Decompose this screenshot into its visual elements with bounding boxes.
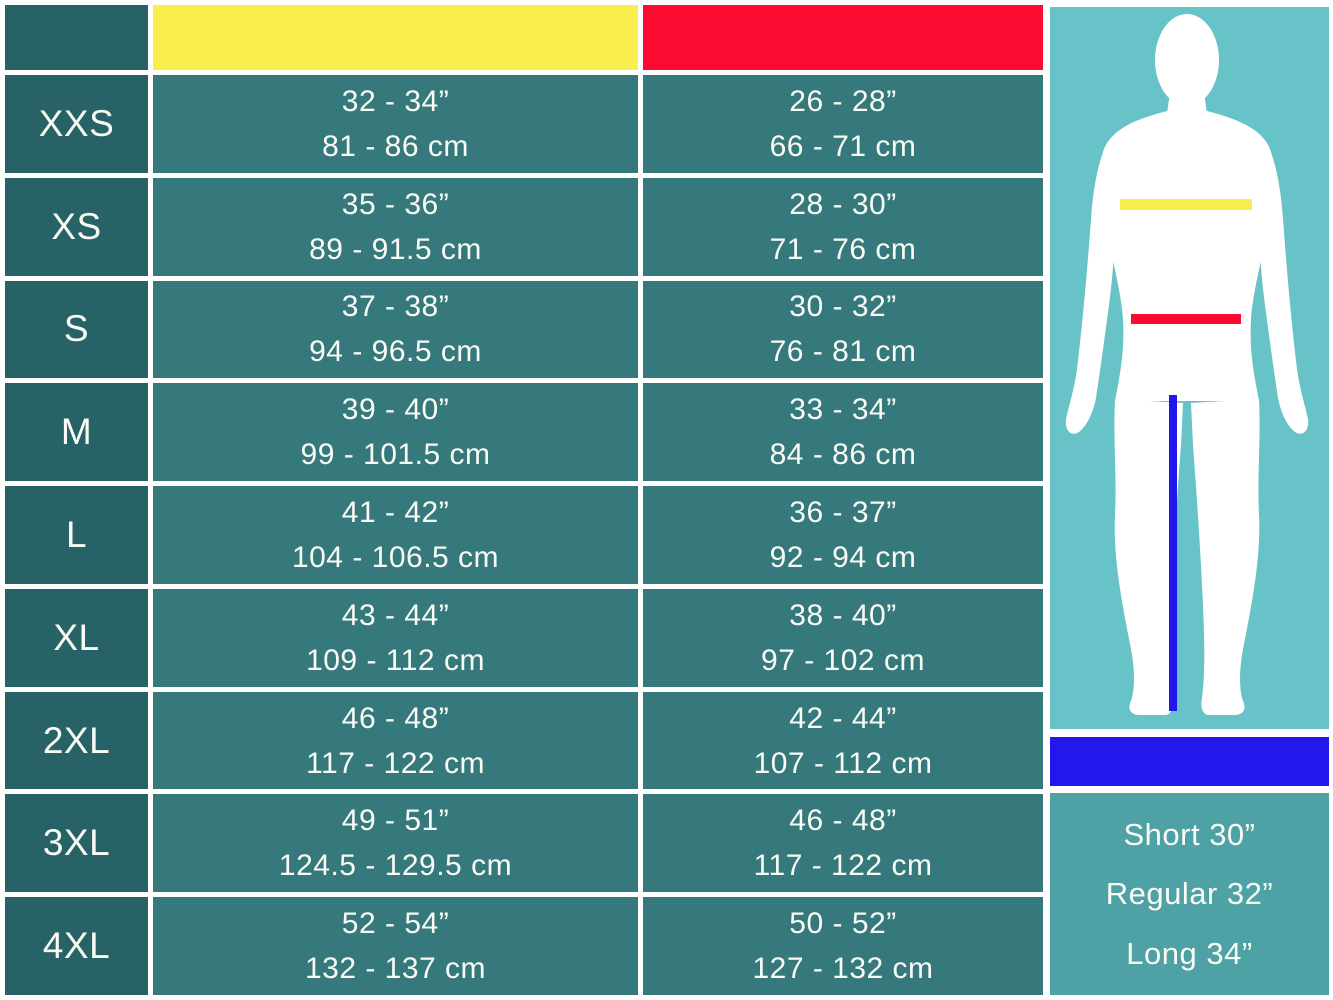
chest-cell: 35 - 36” 89 - 91.5 cm — [153, 177, 638, 276]
waist-cm: 92 - 94 cm — [769, 540, 917, 574]
waist-cell: 46 - 48” 117 - 122 cm — [643, 794, 1043, 893]
inseam-length-regular: Regular 32” — [1105, 876, 1274, 911]
waist-cm: 66 - 71 cm — [769, 129, 917, 163]
size-label-cell: 2XL — [5, 691, 148, 790]
waist-cell: 38 - 40” 97 - 102 cm — [643, 588, 1043, 687]
inseam-header-color-bar — [1050, 737, 1329, 786]
waist-cm: 107 - 112 cm — [753, 746, 933, 780]
chest-cm: 117 - 122 cm — [306, 746, 485, 780]
chest-cm: 99 - 101.5 cm — [300, 438, 491, 472]
size-label-cell: S — [5, 280, 148, 379]
waist-inches: 38 - 40” — [789, 598, 897, 632]
waist-cm: 117 - 122 cm — [753, 849, 933, 883]
chest-inches: 49 - 51” — [341, 804, 450, 838]
waist-inches: 36 - 37” — [789, 495, 897, 529]
chest-inches: 43 - 44” — [341, 598, 450, 632]
waist-header-color-bar — [643, 5, 1043, 70]
chest-cell: 52 - 54” 132 - 137 cm — [153, 897, 638, 995]
chest-inches: 41 - 42” — [341, 495, 450, 529]
chest-cell: 49 - 51” 124.5 - 129.5 cm — [153, 794, 638, 893]
chest-inches: 37 - 38” — [341, 290, 450, 324]
waist-inches: 33 - 34” — [789, 393, 897, 427]
size-label-cell: 4XL — [5, 897, 148, 995]
chest-cm: 94 - 96.5 cm — [309, 335, 482, 369]
waist-inches: 42 - 44” — [789, 701, 897, 735]
chest-cm: 89 - 91.5 cm — [309, 232, 482, 266]
chest-inches: 39 - 40” — [341, 393, 450, 427]
chest-inches: 46 - 48” — [341, 701, 450, 735]
chest-cm: 81 - 86 cm — [322, 129, 469, 163]
body-measurement-figure — [1050, 7, 1329, 729]
chest-measure-line — [1120, 199, 1252, 210]
size-label-cell: M — [5, 383, 148, 482]
chest-cm: 124.5 - 129.5 cm — [278, 849, 513, 883]
waist-cell: 33 - 34” 84 - 86 cm — [643, 383, 1043, 482]
chest-cell: 37 - 38” 94 - 96.5 cm — [153, 280, 638, 379]
chest-inches: 32 - 34” — [341, 84, 450, 118]
waist-cell: 50 - 52” 127 - 132 cm — [643, 897, 1043, 995]
waist-cell: 26 - 28” 66 - 71 cm — [643, 75, 1043, 173]
size-table: XXS 32 - 34” 81 - 86 cm 26 - 28” 66 - 71… — [5, 5, 1043, 995]
waist-cm: 127 - 132 cm — [752, 952, 934, 986]
chest-inches: 35 - 36” — [341, 187, 450, 221]
waist-cm: 97 - 102 cm — [761, 643, 925, 677]
waist-inches: 26 - 28” — [789, 84, 897, 118]
waist-inches: 28 - 30” — [789, 187, 897, 221]
waist-measure-line — [1131, 314, 1241, 324]
size-label-cell: XL — [5, 588, 148, 687]
size-label-cell: 3XL — [5, 794, 148, 893]
chest-cell: 32 - 34” 81 - 86 cm — [153, 75, 638, 173]
waist-inches: 50 - 52” — [789, 907, 897, 941]
size-label-cell: XXS — [5, 75, 148, 173]
waist-cm: 71 - 76 cm — [769, 232, 917, 266]
waist-inches: 30 - 32” — [789, 290, 897, 324]
header-empty-cell — [5, 5, 148, 70]
man-silhouette-graphic — [1065, 14, 1309, 715]
chest-cm: 104 - 106.5 cm — [291, 540, 500, 574]
waist-cm: 84 - 86 cm — [769, 438, 917, 472]
inseam-length-long: Long 34” — [1126, 935, 1253, 971]
waist-cm: 76 - 81 cm — [769, 335, 917, 369]
chest-cm: 109 - 112 cm — [306, 643, 485, 677]
chest-inches: 52 - 54” — [341, 907, 450, 941]
chest-header-color-bar — [153, 5, 638, 70]
chest-cell: 39 - 40” 99 - 101.5 cm — [153, 383, 638, 482]
chest-cell: 46 - 48” 117 - 122 cm — [153, 691, 638, 790]
waist-inches: 46 - 48” — [789, 804, 897, 838]
chest-cm: 132 - 137 cm — [304, 952, 487, 986]
man-silhouette — [1065, 14, 1309, 715]
inseam-length-short: Short 30” — [1123, 816, 1256, 852]
inseam-measure-line — [1169, 395, 1177, 711]
chest-cell: 41 - 42” 104 - 106.5 cm — [153, 486, 638, 584]
size-label-cell: L — [5, 486, 148, 584]
inseam-length-panel: Short 30” Regular 32” Long 34” — [1050, 793, 1329, 995]
chest-cell: 43 - 44” 109 - 112 cm — [153, 588, 638, 687]
waist-cell: 36 - 37” 92 - 94 cm — [643, 486, 1043, 584]
size-label-cell: XS — [5, 177, 148, 276]
waist-cell: 42 - 44” 107 - 112 cm — [643, 691, 1043, 790]
waist-cell: 30 - 32” 76 - 81 cm — [643, 280, 1043, 379]
waist-cell: 28 - 30” 71 - 76 cm — [643, 177, 1043, 276]
